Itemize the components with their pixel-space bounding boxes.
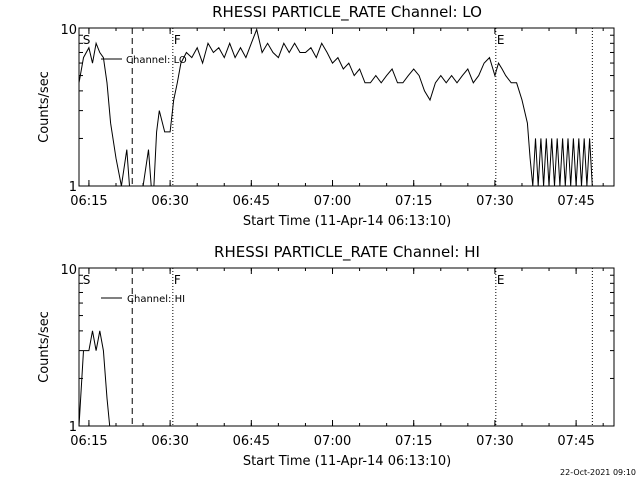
x-tick-label: 07:15 (395, 194, 432, 209)
x-tick-label: 06:30 (151, 194, 188, 209)
y-tick-label-top: 10 (60, 263, 77, 278)
event-marker-label: F (174, 273, 181, 287)
series-line-hi (78, 330, 111, 427)
chart-title: RHESSI PARTICLE_RATE Channel: LO (212, 3, 482, 22)
legend-label: Channel: LO (126, 55, 187, 66)
series-line-lo (78, 27, 593, 187)
x-tick-label: 07:15 (395, 434, 432, 449)
x-tick-label: 06:15 (70, 194, 107, 209)
event-marker-label: E (497, 273, 505, 287)
legend: Channel: LO (101, 55, 187, 66)
x-tick-label: 07:45 (557, 194, 594, 209)
x-tick-label: 06:45 (233, 194, 270, 209)
y-tick-label-top: 10 (60, 23, 77, 38)
x-axis-label: Start Time (11-Apr-14 06:13:10) (243, 454, 451, 469)
x-tick-label: 07:00 (314, 194, 351, 209)
y-tick-label-bottom: 1 (69, 420, 77, 435)
x-tick-label: 06:45 (233, 434, 270, 449)
event-marker-label: F (174, 33, 181, 47)
x-tick-label: 07:30 (476, 194, 513, 209)
plot-frame (78, 267, 615, 427)
y-axis-label: Counts/sec (37, 71, 52, 143)
y-axis-label: Counts/sec (37, 311, 52, 383)
x-tick-label: 07:45 (557, 434, 594, 449)
event-marker-label: S (83, 273, 91, 287)
x-tick-label: 06:30 (151, 434, 188, 449)
chart-panel-hi: RHESSI PARTICLE_RATE Channel: HI Counts/… (37, 243, 615, 469)
event-marker-label: S (83, 33, 91, 47)
plot-frame (78, 27, 615, 187)
x-axis-label: Start Time (11-Apr-14 06:13:10) (243, 214, 451, 229)
x-tick-label: 06:15 (70, 434, 107, 449)
event-marker-label: E (497, 33, 505, 47)
y-tick-label-bottom: 1 (69, 180, 77, 195)
x-tick-label: 07:30 (476, 434, 513, 449)
chart-panel-lo: RHESSI PARTICLE_RATE Channel: LO Counts/… (37, 3, 615, 229)
legend-label: Channel: HI (127, 294, 185, 305)
chart-title: RHESSI PARTICLE_RATE Channel: HI (214, 243, 480, 262)
x-tick-label: 07:00 (314, 434, 351, 449)
legend: Channel: HI (101, 294, 185, 305)
footer-timestamp: 22-Oct-2021 09:10 (560, 468, 636, 477)
